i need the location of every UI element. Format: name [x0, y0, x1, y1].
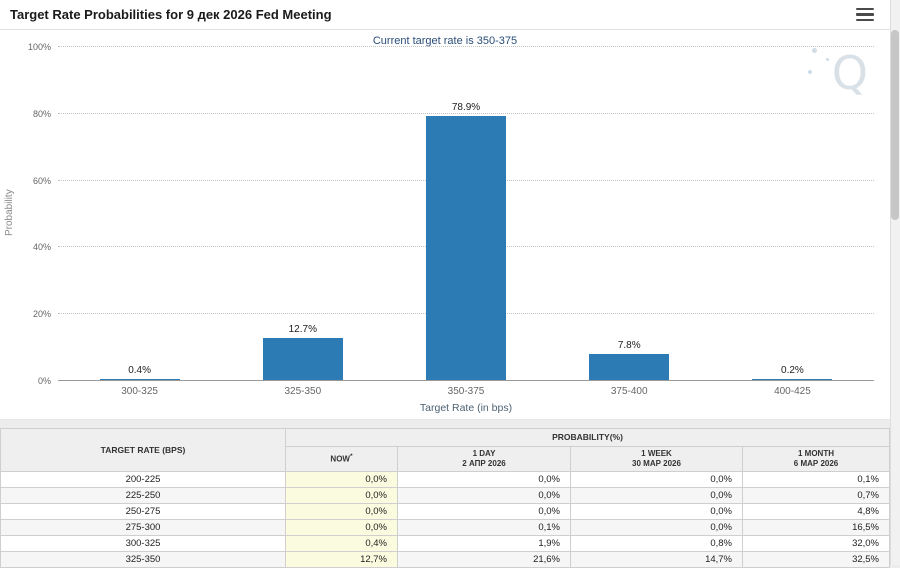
table-row[interactable]: 250-275 0,0% 0,0% 0,0% 4,8% [0, 502, 890, 520]
probability-cell: 0,0% [570, 486, 743, 504]
target-rate-cell: 300-325 [0, 534, 286, 552]
y-tick-label: 100% [27, 42, 51, 52]
probability-cell: 21,6% [397, 550, 571, 568]
bar-300-325[interactable] [99, 378, 180, 380]
target-rate-cell: 250-275 [0, 502, 286, 520]
table-row[interactable]: 225-250 0,0% 0,0% 0,0% 0,7% [0, 486, 890, 504]
probability-cell: 1,9% [397, 534, 571, 552]
y-tick-label: 60% [32, 175, 51, 186]
table-body: 200-225 0,0% 0,0% 0,0% 0,1% 225-250 0,0% 0,0% 0,… [0, 470, 890, 568]
bar-slot: 0.2% [711, 46, 874, 380]
x-category-label: 375-400 [610, 386, 648, 397]
target-rate-cell: 275-300 [0, 518, 286, 536]
probability-cell: 4,8% [742, 502, 890, 520]
now-probability-cell: 0,0% [285, 470, 398, 488]
now-probability-cell: 0,0% [285, 518, 398, 536]
bar-value-label: 0.2% [781, 364, 804, 376]
bar-350-375[interactable] [426, 116, 506, 380]
table-header-row: TARGET RATE (BPS) PROBABILITY(%) [0, 428, 890, 472]
probability-cell: 32,0% [742, 534, 890, 552]
table-subheader-row: NOW* 1 DAY 2 АПР 2026 1 WEEK 30 МАР 2026… [1, 445, 890, 472]
bar-400-425[interactable] [752, 378, 833, 380]
y-tick-label: 40% [32, 242, 51, 253]
probability-cell: 0,0% [397, 502, 571, 520]
probability-cell: 0,0% [570, 502, 743, 520]
target-rate-header: TARGET RATE (BPS) [0, 428, 286, 472]
bars-row: 0.4% 12.7% 78.9% 7.8% 0.2% [58, 46, 874, 380]
table-row[interactable]: 300-325 0,4% 1,9% 0,8% 32,0% [0, 534, 890, 552]
column-header-1month: 1 MONTH 6 МАР 2026 [742, 445, 890, 472]
watermark-dot [826, 58, 829, 61]
column-header-1day: 1 DAY 2 АПР 2026 [397, 445, 571, 472]
x-axis-title: Target Rate (in bps) [419, 402, 513, 414]
target-rate-cell: 200-225 [0, 470, 286, 488]
probability-cell: 0,0% [570, 518, 743, 536]
x-category-label: 325-350 [284, 386, 322, 397]
y-tick-label: 80% [32, 108, 51, 119]
page-title: Target Rate Probabilities for 9 дек 2026… [10, 7, 332, 22]
y-tick-label: 0% [37, 376, 51, 386]
x-axis-line: 0% [38, 376, 874, 386]
probability-cell: 14,7% [570, 550, 743, 568]
chart-subtitle: Current target rate is 350-375 [372, 35, 518, 47]
now-probability-cell: 0,0% [285, 502, 398, 520]
probability-header: PROBABILITY(%) [285, 428, 890, 447]
x-category-label: 400-425 [774, 386, 811, 397]
bar-slot: 78.9% [384, 46, 547, 380]
now-probability-cell: 0,4% [285, 534, 398, 552]
bar-slot: 0.4% [58, 46, 221, 380]
x-labels-row: 300-325 325-350 350-375 375-400 400-425 [58, 386, 874, 397]
gridline: 100% [28, 42, 874, 52]
now-footnote-marker: * [349, 452, 353, 460]
gridline: 80% [33, 109, 874, 119]
probability-cell: 0,1% [742, 470, 890, 488]
table-row[interactable]: 325-350 12,7% 21,6% 14,7% 32,5% [0, 550, 890, 568]
bar-value-label: 0.4% [128, 364, 151, 376]
top-header: Target Rate Probabilities for 9 дек 2026… [0, 0, 890, 30]
probability-cell: 0,7% [742, 486, 890, 504]
bar-slot: 7.8% [548, 46, 711, 380]
x-category-label: 350-375 [447, 386, 485, 397]
y-axis-title: Probability [4, 189, 15, 237]
probability-cell: 0,1% [397, 518, 571, 536]
bar-325-350[interactable] [262, 337, 343, 380]
column-header-1week: 1 WEEK 30 МАР 2026 [570, 445, 743, 472]
probability-cell: 0,0% [397, 470, 571, 488]
probability-cell: 0,0% [397, 486, 571, 504]
bar-375-400[interactable] [589, 353, 670, 380]
bar-value-label: 78.9% [451, 102, 481, 114]
scrollbar-track[interactable] [890, 0, 900, 565]
q-logo-watermark: Q [806, 44, 870, 106]
scrollbar-thumb[interactable] [891, 30, 899, 220]
hamburger-menu-icon[interactable] [856, 7, 874, 22]
target-rate-cell: 325-350 [0, 550, 286, 568]
now-label: NOW [330, 454, 350, 464]
probability-table: TARGET RATE (BPS) PROBABILITY(%) NOW* 1 … [0, 428, 890, 568]
probability-chart: Current target rate is 350-375 Q Probabi… [0, 30, 890, 420]
watermark-letter: Q [831, 46, 868, 100]
plot-area: 100% 80% 60% 40% 20% 0% 0.4% 12.7% 78.9% 7.8% 0.2… [28, 42, 874, 386]
target-rate-cell: 225-250 [0, 486, 286, 504]
now-probability-cell: 0,0% [285, 486, 398, 504]
bar-slot: 12.7% [221, 46, 384, 380]
bar-value-label: 12.7% [288, 323, 317, 335]
y-tick-label: 20% [32, 309, 51, 320]
probability-cell: 0,0% [570, 470, 743, 488]
watermark-dot [812, 48, 817, 53]
watermark-dot [808, 70, 812, 74]
probability-cell: 32,5% [742, 550, 890, 568]
probability-cell: 0,8% [570, 534, 743, 552]
x-category-label: 300-325 [121, 386, 158, 397]
column-header-now: NOW* [285, 445, 398, 472]
bar-value-label: 7.8% [617, 339, 641, 351]
table-row[interactable]: 275-300 0,0% 0,1% 0,0% 16,5% [0, 518, 890, 536]
table-row[interactable]: 200-225 0,0% 0,0% 0,0% 0,1% [0, 470, 890, 488]
probability-cell: 16,5% [742, 518, 890, 536]
